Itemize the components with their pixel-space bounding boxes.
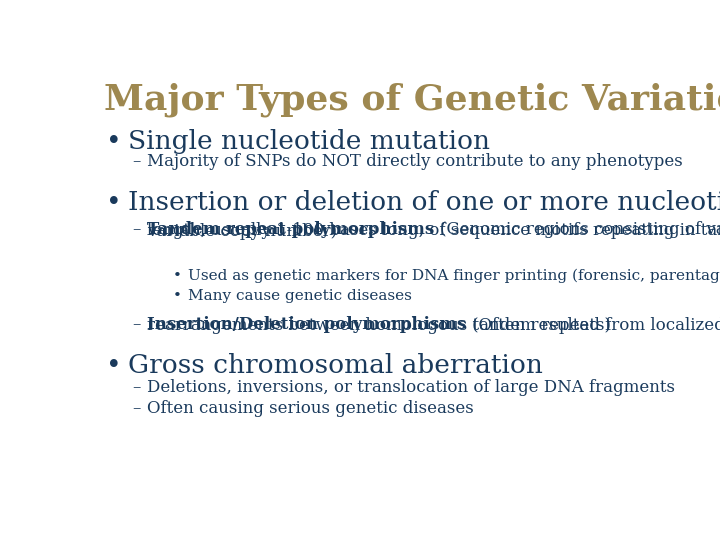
Text: •: •: [106, 353, 121, 377]
Text: Deletions, inversions, or translocation of large DNA fragments: Deletions, inversions, or translocation …: [148, 379, 675, 396]
Text: –: –: [132, 379, 140, 396]
Text: Tandem repeat polymorphisms: Tandem repeat polymorphisms: [148, 221, 441, 238]
Text: variable copy number): variable copy number): [148, 223, 338, 240]
Text: Major Types of Genetic Variations: Major Types of Genetic Variations: [104, 82, 720, 117]
Text: (Often resulted from localized: (Often resulted from localized: [472, 316, 720, 333]
Text: Often causing serious genetic diseases: Often causing serious genetic diseases: [148, 400, 474, 417]
Text: Used as genetic markers for DNA finger printing (forensic, parentage testing): Used as genetic markers for DNA finger p…: [188, 268, 720, 283]
Text: (Genomic regions consisting of variable: (Genomic regions consisting of variable: [441, 221, 720, 238]
Text: Insertion/Deletion polymorphisms: Insertion/Deletion polymorphisms: [148, 316, 472, 333]
Text: •: •: [173, 288, 181, 302]
Text: –: –: [132, 316, 140, 333]
Text: length, usually 1-100 bases long, of sequence motifs repeating in tandem with: length, usually 1-100 bases long, of seq…: [148, 222, 720, 239]
Text: Single nucleotide mutation: Single nucleotide mutation: [128, 129, 490, 154]
Text: Insertion or deletion of one or more nucleotides: Insertion or deletion of one or more nuc…: [128, 190, 720, 214]
Text: rearrangements between homologous tandem repeats): rearrangements between homologous tandem…: [148, 318, 611, 334]
Text: •: •: [106, 190, 121, 214]
Text: Many cause genetic diseases: Many cause genetic diseases: [188, 288, 412, 302]
Text: –: –: [132, 400, 140, 417]
Text: •: •: [173, 268, 181, 282]
Text: –: –: [132, 153, 140, 170]
Text: –: –: [132, 221, 140, 238]
Text: •: •: [106, 129, 121, 154]
Text: Gross chromosomal aberration: Gross chromosomal aberration: [128, 353, 543, 377]
Text: Majority of SNPs do NOT directly contribute to any phenotypes: Majority of SNPs do NOT directly contrib…: [148, 153, 683, 170]
